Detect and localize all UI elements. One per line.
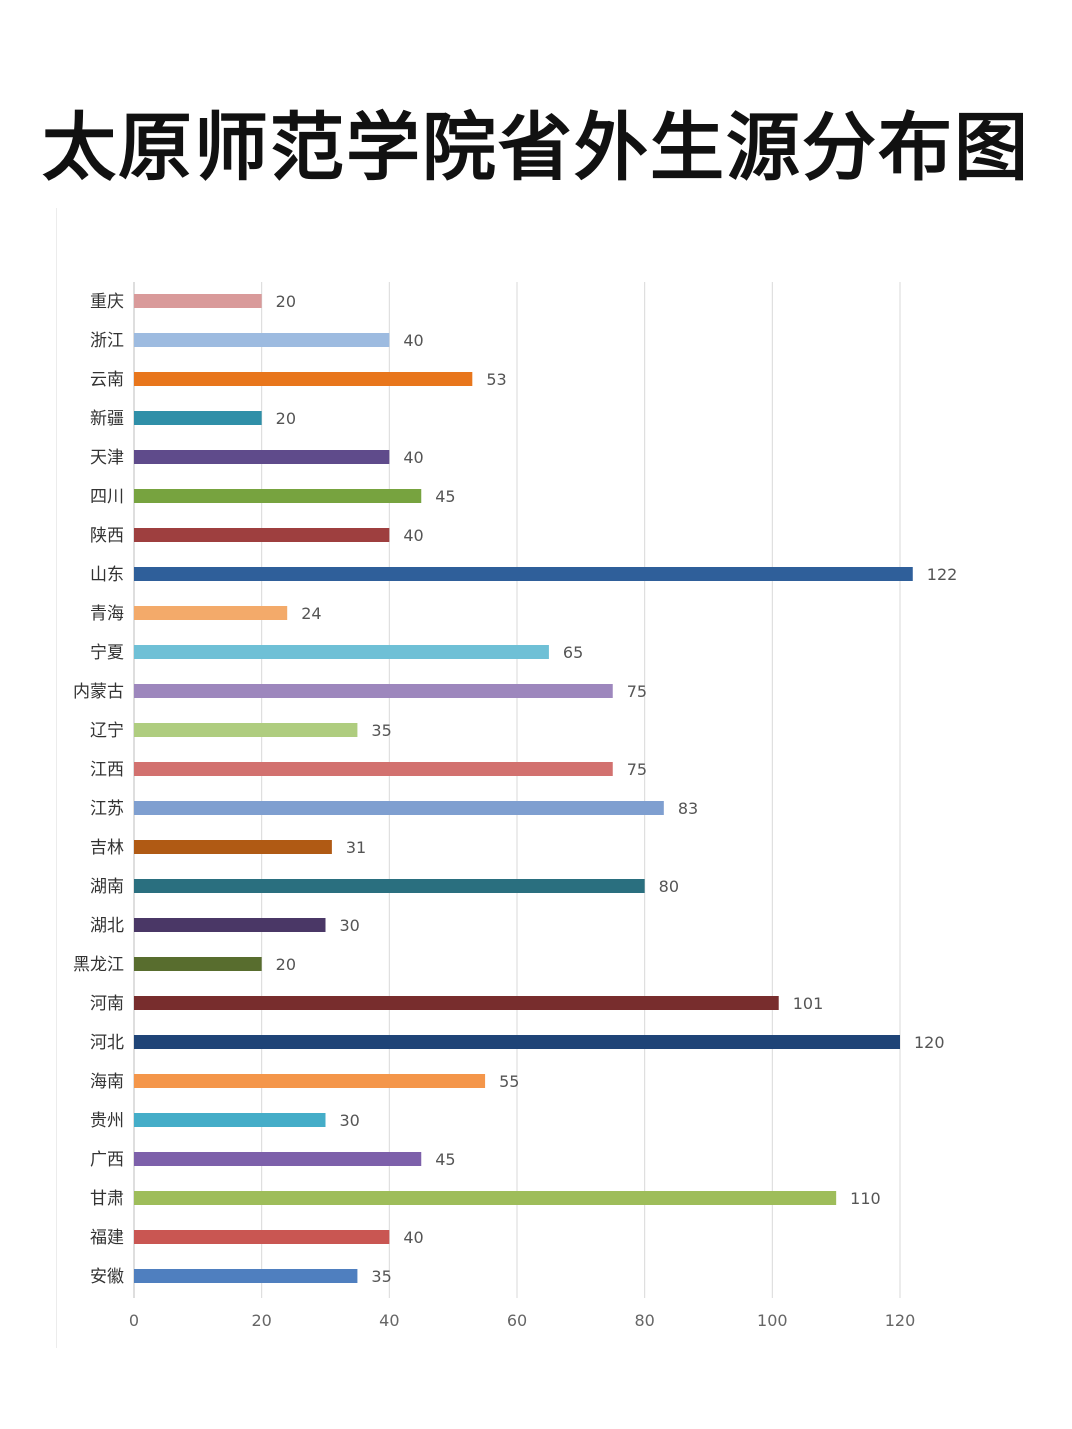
bar [134,1191,837,1205]
category-label: 陕西 [90,526,124,546]
category-label: 山东 [90,565,124,585]
category-label: 贵州 [90,1111,124,1131]
data-label: 35 [371,721,391,740]
x-tick-label: 60 [507,1311,527,1330]
bar [134,567,913,581]
category-label: 河南 [90,994,124,1014]
bar [134,918,326,932]
bar [134,489,422,503]
bar [134,1230,390,1244]
bar [134,762,613,776]
chart-frame [56,208,1017,1348]
bar [134,1152,422,1166]
data-label: 55 [499,1072,519,1091]
bar [134,606,288,620]
category-label: 黑龙江 [73,955,124,975]
x-tick-label: 0 [129,1311,139,1330]
category-label: 湖南 [90,877,124,897]
data-label: 110 [850,1189,881,1208]
category-label: 浙江 [90,331,124,351]
page-title: 太原师范学院省外生源分布图 [42,105,1030,191]
category-label: 江苏 [90,799,124,819]
category-label: 新疆 [90,409,124,429]
category-label: 河北 [90,1033,124,1053]
bar [134,1035,900,1049]
category-label: 内蒙古 [73,682,124,702]
category-label: 天津 [90,448,124,468]
data-label: 30 [340,916,360,935]
data-label: 75 [627,682,647,701]
category-label: 重庆 [90,292,124,312]
data-label: 20 [276,955,296,974]
bar [134,372,473,386]
bar [134,1269,358,1283]
category-label: 青海 [90,604,124,624]
data-label: 35 [371,1267,391,1286]
bar [134,1074,486,1088]
data-label: 40 [403,526,423,545]
data-label: 40 [403,448,423,467]
data-label: 75 [627,760,647,779]
x-tick-label: 120 [885,1311,916,1330]
category-label: 宁夏 [90,643,124,663]
data-label: 24 [301,604,321,623]
data-label: 45 [435,1150,455,1169]
category-label: 安徽 [90,1267,124,1287]
data-label: 65 [563,643,583,662]
category-label: 吉林 [90,838,124,858]
category-label: 甘肃 [90,1189,124,1209]
bar [134,528,390,542]
category-label: 四川 [90,487,124,507]
bar [134,294,262,308]
category-label: 福建 [90,1228,124,1248]
bar [134,801,664,815]
x-tick-label: 80 [634,1311,654,1330]
category-label: 辽宁 [90,721,124,741]
data-label: 83 [678,799,698,818]
bar [134,645,549,659]
data-label: 53 [486,370,506,389]
data-label: 40 [403,331,423,350]
data-label: 101 [793,994,824,1013]
x-tick-label: 40 [379,1311,399,1330]
data-label: 122 [927,565,958,584]
x-tick-label: 20 [251,1311,271,1330]
category-label: 广西 [90,1150,124,1170]
data-label: 45 [435,487,455,506]
data-label: 30 [340,1111,360,1130]
bar [134,840,332,854]
data-label: 31 [346,838,366,857]
bar [134,411,262,425]
category-label: 海南 [90,1072,124,1092]
bar [134,1113,326,1127]
category-label: 湖北 [90,916,124,936]
data-label: 40 [403,1228,423,1247]
data-label: 20 [276,409,296,428]
data-label: 20 [276,292,296,311]
data-label: 80 [659,877,679,896]
x-tick-label: 100 [757,1311,788,1330]
bar [134,879,645,893]
bar [134,957,262,971]
bar [134,996,779,1010]
category-label: 云南 [90,370,124,390]
bar [134,684,613,698]
data-label: 120 [914,1033,945,1052]
bar [134,333,390,347]
bar [134,450,390,464]
category-label: 江西 [90,760,124,780]
bar [134,723,358,737]
